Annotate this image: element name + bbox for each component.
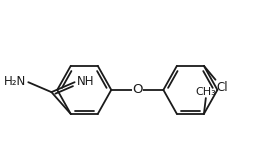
Text: CH₃: CH₃ bbox=[195, 87, 216, 97]
Text: H₂N: H₂N bbox=[4, 75, 26, 88]
Text: NH: NH bbox=[76, 75, 94, 88]
Text: O: O bbox=[132, 83, 143, 96]
Text: Cl: Cl bbox=[216, 81, 228, 94]
